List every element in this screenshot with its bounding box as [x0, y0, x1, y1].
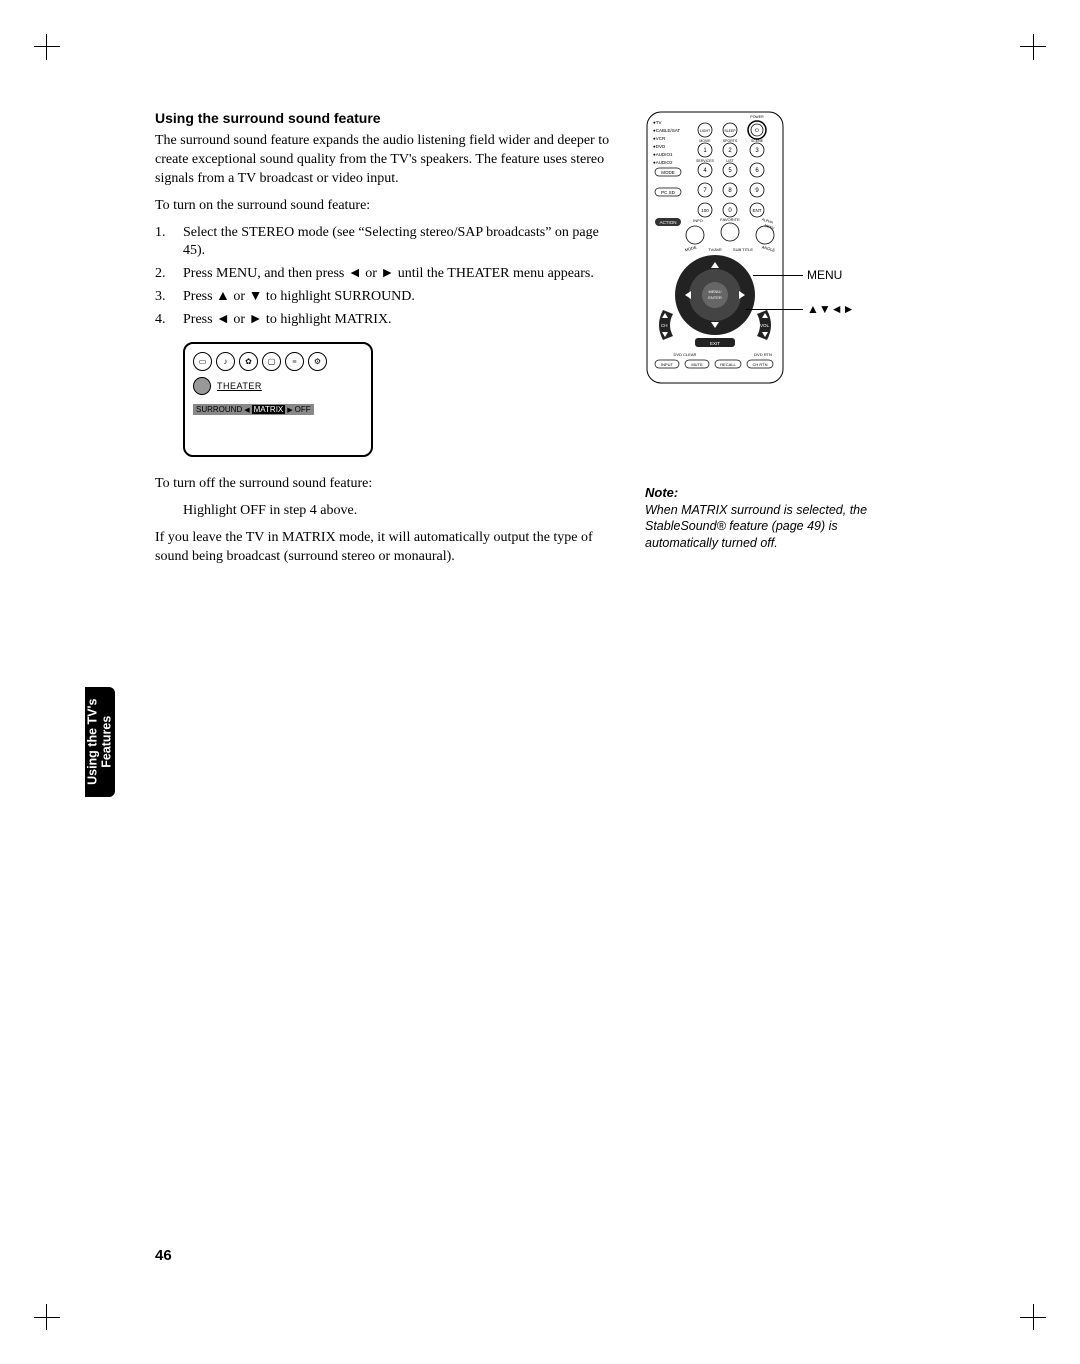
turn-on-label: To turn on the surround sound feature:: [155, 197, 615, 216]
arrows-callout: ▲▼◄►: [807, 302, 855, 316]
osd-tab-icon: ≡: [285, 352, 304, 371]
svg-text:SERVICES: SERVICES: [696, 159, 714, 163]
svg-text:SPORTS: SPORTS: [723, 139, 738, 143]
osd-tab-icon: ▢: [262, 352, 281, 371]
svg-text:●AUDIO1: ●AUDIO1: [653, 152, 673, 157]
callout-line: [753, 275, 803, 276]
svg-text:LIST: LIST: [726, 159, 734, 163]
step-text: Press ◄ or ► to highlight MATRIX.: [183, 312, 392, 327]
osd-menu-row: THEATER: [193, 377, 363, 395]
osd-setting-label: SURROUND: [196, 405, 242, 414]
svg-text:●VCR: ●VCR: [653, 136, 666, 141]
speaker-icon: [193, 377, 211, 395]
step-text: Press MENU, and then press ◄ or ► until …: [183, 266, 594, 281]
svg-text:CH: CH: [661, 323, 668, 328]
svg-text:INFO: INFO: [693, 218, 703, 223]
svg-text:VOL: VOL: [760, 323, 770, 328]
osd-tab-icon: ♪: [216, 352, 235, 371]
step-item: 2.Press MENU, and then press ◄ or ► unti…: [169, 265, 615, 284]
step-item: 3.Press ▲ or ▼ to highlight SURROUND.: [169, 288, 615, 307]
svg-text:FAVORITE: FAVORITE: [720, 217, 740, 222]
osd-setting-bar: SURROUND ◀ MATRIX ▶ OFF: [193, 404, 314, 415]
svg-text:SLEEP: SLEEP: [724, 129, 736, 133]
svg-text:MODE: MODE: [661, 170, 675, 175]
svg-text:100: 100: [701, 208, 709, 213]
svg-text:ENT: ENT: [753, 208, 762, 213]
svg-text:DVD CLEAR: DVD CLEAR: [674, 352, 697, 357]
step-text: Press ▲ or ▼ to highlight SURROUND.: [183, 289, 415, 304]
svg-text:INPUT: INPUT: [661, 362, 674, 367]
right-triangle-icon: ▶: [287, 406, 292, 414]
left-triangle-icon: ◀: [244, 406, 249, 414]
menu-callout: MENU: [807, 268, 842, 282]
svg-text:⏻: ⏻: [755, 128, 759, 134]
svg-text:●AUDIO2: ●AUDIO2: [653, 160, 673, 165]
svg-text:PC SD: PC SD: [661, 190, 676, 195]
osd-icon-row: ▭ ♪ ✿ ▢ ≡ ⚙: [193, 352, 363, 371]
svg-text:RECALL: RECALL: [720, 362, 736, 367]
svg-text:POWER: POWER: [750, 115, 764, 119]
step-text: Select the STEREO mode (see “Selecting s…: [183, 225, 599, 259]
osd-selected-value: MATRIX: [252, 405, 286, 414]
section-heading: Using the surround sound feature: [155, 110, 615, 126]
svg-text:ACTION: ACTION: [659, 220, 676, 225]
osd-menu-label: THEATER: [217, 381, 262, 391]
svg-text:MOVIE: MOVIE: [699, 139, 711, 143]
intro-paragraph: The surround sound feature expands the a…: [155, 132, 615, 189]
page-number: 46: [155, 1247, 172, 1264]
svg-text:MUTE: MUTE: [691, 362, 703, 367]
svg-text:ENTER: ENTER: [708, 295, 722, 300]
note-block: Note: When MATRIX surround is selected, …: [645, 485, 905, 551]
note-text: When MATRIX surround is selected, the St…: [645, 502, 905, 551]
main-column: Using the surround sound feature The sur…: [155, 110, 615, 567]
osd-off-value: OFF: [295, 405, 311, 414]
osd-tab-icon: ✿: [239, 352, 258, 371]
svg-text:SCENE: SCENE: [751, 139, 764, 143]
step-item: 1.Select the STEREO mode (see “Selecting…: [169, 224, 615, 262]
svg-text:●DVD: ●DVD: [653, 144, 666, 149]
remote-diagram: ●TV ●CABLE/SAT ●VCR ●DVD ●AUDIO1 ●AUDIO2…: [645, 110, 935, 390]
osd-tab-icon: ⚙: [308, 352, 327, 371]
svg-text:LIGHT: LIGHT: [700, 129, 711, 133]
svg-text:CH RTN: CH RTN: [752, 362, 767, 367]
svg-text:MENU/: MENU/: [709, 289, 723, 294]
matrix-note: If you leave the TV in MATRIX mode, it w…: [155, 529, 615, 567]
chapter-tab-text: Using the TV'sFeatures: [86, 699, 114, 785]
svg-text:●CABLE/SAT: ●CABLE/SAT: [653, 128, 680, 133]
note-title: Note:: [645, 485, 905, 500]
remote-svg: ●TV ●CABLE/SAT ●VCR ●DVD ●AUDIO1 ●AUDIO2…: [645, 110, 785, 385]
chapter-tab: Using the TV'sFeatures: [85, 687, 115, 797]
steps-list: 1.Select the STEREO mode (see “Selecting…: [155, 224, 615, 330]
svg-text:EXIT: EXIT: [710, 341, 720, 346]
step-item: 4.Press ◄ or ► to highlight MATRIX.: [169, 311, 615, 330]
page-content: Using the surround sound feature The sur…: [155, 110, 935, 575]
osd-tab-icon: ▭: [193, 352, 212, 371]
svg-text:SUB TITLE: SUB TITLE: [733, 247, 753, 252]
svg-text:TV/AVE: TV/AVE: [708, 247, 722, 252]
osd-screenshot: ▭ ♪ ✿ ▢ ≡ ⚙ THEATER SURROUND ◀ MATRIX ▶ …: [183, 342, 373, 457]
turn-off-step: Highlight OFF in step 4 above.: [155, 502, 615, 521]
callout-line: [746, 309, 803, 310]
svg-text:DVD RTN: DVD RTN: [754, 352, 772, 357]
turn-off-label: To turn off the surround sound feature:: [155, 475, 615, 494]
svg-text:●TV: ●TV: [653, 120, 661, 125]
